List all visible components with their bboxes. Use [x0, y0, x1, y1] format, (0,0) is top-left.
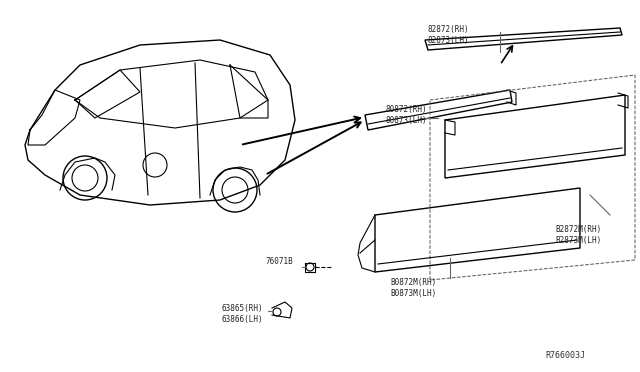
Text: 76071B: 76071B	[265, 257, 292, 266]
Text: 80872(RH)
80873(LH): 80872(RH) 80873(LH)	[385, 105, 427, 125]
Text: 63865(RH)
63866(LH): 63865(RH) 63866(LH)	[222, 304, 264, 324]
Text: 82872(RH)
82873(LH): 82872(RH) 82873(LH)	[427, 25, 468, 45]
Text: R766003J: R766003J	[545, 351, 585, 360]
Text: B0872M(RH)
B0873M(LH): B0872M(RH) B0873M(LH)	[390, 278, 436, 298]
Text: B2872M(RH)
B2873M(LH): B2872M(RH) B2873M(LH)	[555, 225, 601, 245]
